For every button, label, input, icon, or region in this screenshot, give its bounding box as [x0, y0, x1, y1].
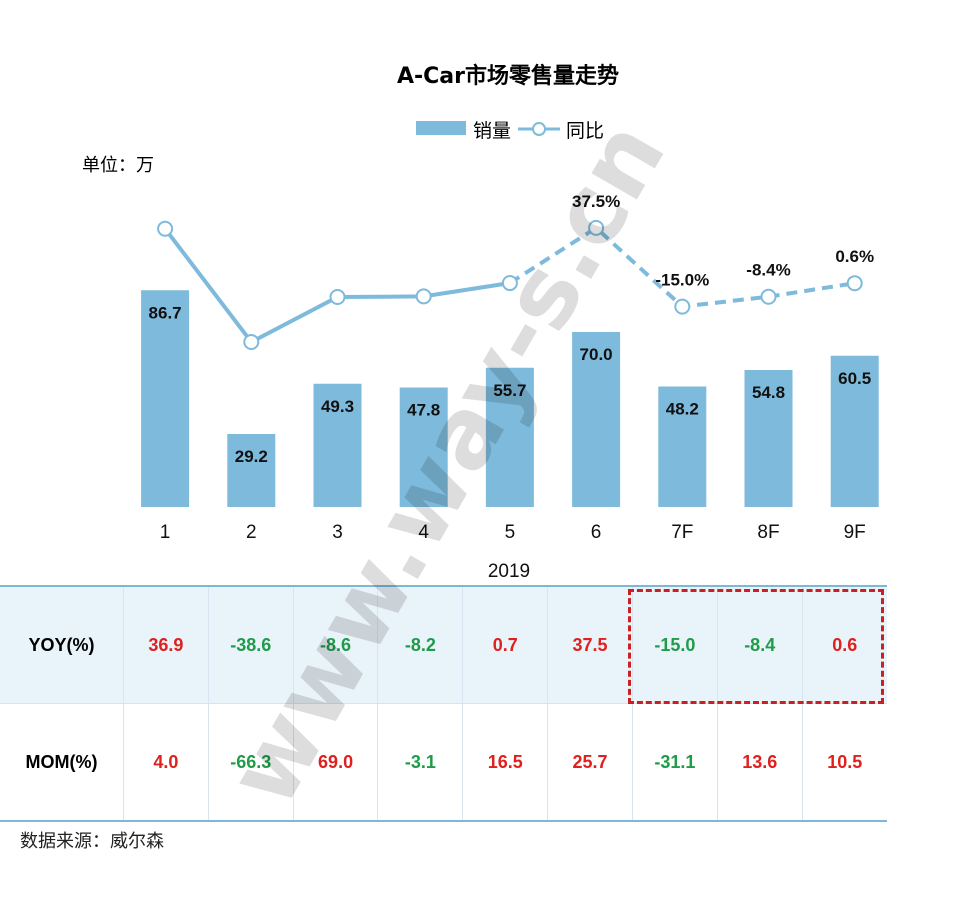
chart: A-Car市场零售量走势 销量 同比 单位：万 86.7 29.2 49.3 47.8…: [82, 63, 879, 582]
table-cell: -3.1: [377, 703, 463, 822]
bar-6: [572, 332, 621, 507]
table-cell: -8.4: [716, 585, 803, 704]
bar-value-label: 55.7: [493, 381, 526, 400]
legend-line-label: 同比: [566, 120, 604, 142]
row-header: YOY(%): [0, 585, 124, 704]
x-tick-label: 2: [246, 522, 257, 543]
yoy-value-label: 0.6%: [835, 247, 874, 266]
yoy-value-label: -15.0%: [655, 271, 709, 290]
bar-9F: [830, 355, 879, 507]
bar-value-label: 86.7: [149, 303, 182, 322]
x-tick-label: 8F: [757, 522, 779, 543]
legend: 销量 同比: [416, 120, 604, 142]
bar-value-label: 70.0: [580, 345, 613, 364]
table-cell: -15.0: [631, 585, 718, 704]
table-cell: 10.5: [801, 703, 887, 822]
bar-8F: [744, 370, 793, 507]
yoy-point-6: [588, 219, 605, 236]
bar-2: [227, 434, 276, 507]
bar-7F: [658, 386, 707, 507]
row-header: MOM(%): [0, 703, 124, 822]
table-cell: 13.6: [716, 703, 803, 822]
bar-4: [399, 387, 448, 507]
table-cell: 37.5: [547, 585, 633, 704]
yoy-point-7F: [674, 298, 691, 315]
source-note: 数据来源：威尔森: [20, 831, 164, 852]
bar-value-label: 29.2: [235, 447, 268, 466]
bar-value-label: 49.3: [321, 397, 354, 416]
table-cell: -31.1: [631, 703, 718, 822]
yoy-line-solid: [163, 227, 511, 345]
table-cell: 0.6: [801, 585, 887, 704]
table-cell: 4.0: [123, 703, 209, 822]
yoy-point-2: [243, 334, 260, 350]
x-axis-label: 2019: [488, 561, 530, 582]
unit-label: 单位：万: [82, 155, 154, 176]
legend-bar-swatch: [416, 121, 466, 135]
bars: 86.7 29.2 49.3 47.8 55.7 70.0 48.2 54.8 60.5: [141, 290, 879, 507]
table-cell: 69.0: [292, 703, 378, 822]
yoy-value-label: -8.4%: [746, 261, 790, 280]
yoy-line: 37.5% -15.0% -8.4% 0.6%: [157, 192, 874, 350]
legend-line-marker: [532, 122, 546, 136]
bar-value-label: 60.5: [838, 369, 871, 388]
x-tick-label: 6: [591, 522, 602, 543]
x-tick-label: 9F: [844, 522, 866, 543]
chart-title: A-Car市场零售量走势: [397, 63, 619, 89]
yoy-point-1: [157, 220, 174, 237]
table-cell: 0.7: [462, 585, 548, 704]
data-table: YOY(%) 36.9 -38.6 -8.6 -8.2 0.7 37.5 -15.0 -8.4 0…: [0, 585, 887, 822]
x-ticks: 1 2 3 4 5 6 7F 8F 9F: [160, 522, 866, 543]
bar-value-label: 48.2: [666, 400, 699, 419]
table-cell: -38.6: [207, 585, 294, 704]
bar-5: [485, 367, 534, 507]
bar-value-label: 54.8: [752, 383, 785, 402]
bar-1: [141, 290, 190, 507]
yoy-point-4: [415, 288, 432, 305]
x-tick-label: 7F: [671, 522, 693, 543]
x-tick-label: 1: [160, 522, 171, 543]
table-cell: -8.2: [377, 585, 463, 704]
table-cell: 36.9: [123, 585, 209, 704]
yoy-line-dashed: [508, 225, 856, 309]
yoy-value-label: 37.5%: [572, 192, 620, 211]
mom-row: MOM(%) 4.0 -66.3 69.0 -3.1 16.5 25.7 -31.1 13.6 1…: [0, 703, 887, 822]
yoy-point-5: [501, 275, 518, 292]
x-tick-label: 3: [332, 522, 343, 543]
yoy-point-3: [329, 289, 346, 305]
table-cell: -66.3: [207, 703, 294, 822]
table-cell: -8.6: [292, 585, 378, 704]
table-cell: 16.5: [462, 703, 548, 822]
bar-value-label: 47.8: [407, 401, 440, 420]
yoy-row: YOY(%) 36.9 -38.6 -8.6 -8.2 0.7 37.5 -15.0 -8.4 0…: [0, 585, 887, 704]
table-cell: 25.7: [547, 703, 633, 822]
yoy-point-9F: [846, 275, 863, 292]
bar-3: [313, 383, 362, 507]
legend-bar-label: 销量: [473, 120, 511, 142]
x-tick-label: 4: [418, 522, 429, 543]
x-tick-label: 5: [505, 522, 516, 543]
yoy-point-8F: [760, 288, 777, 305]
